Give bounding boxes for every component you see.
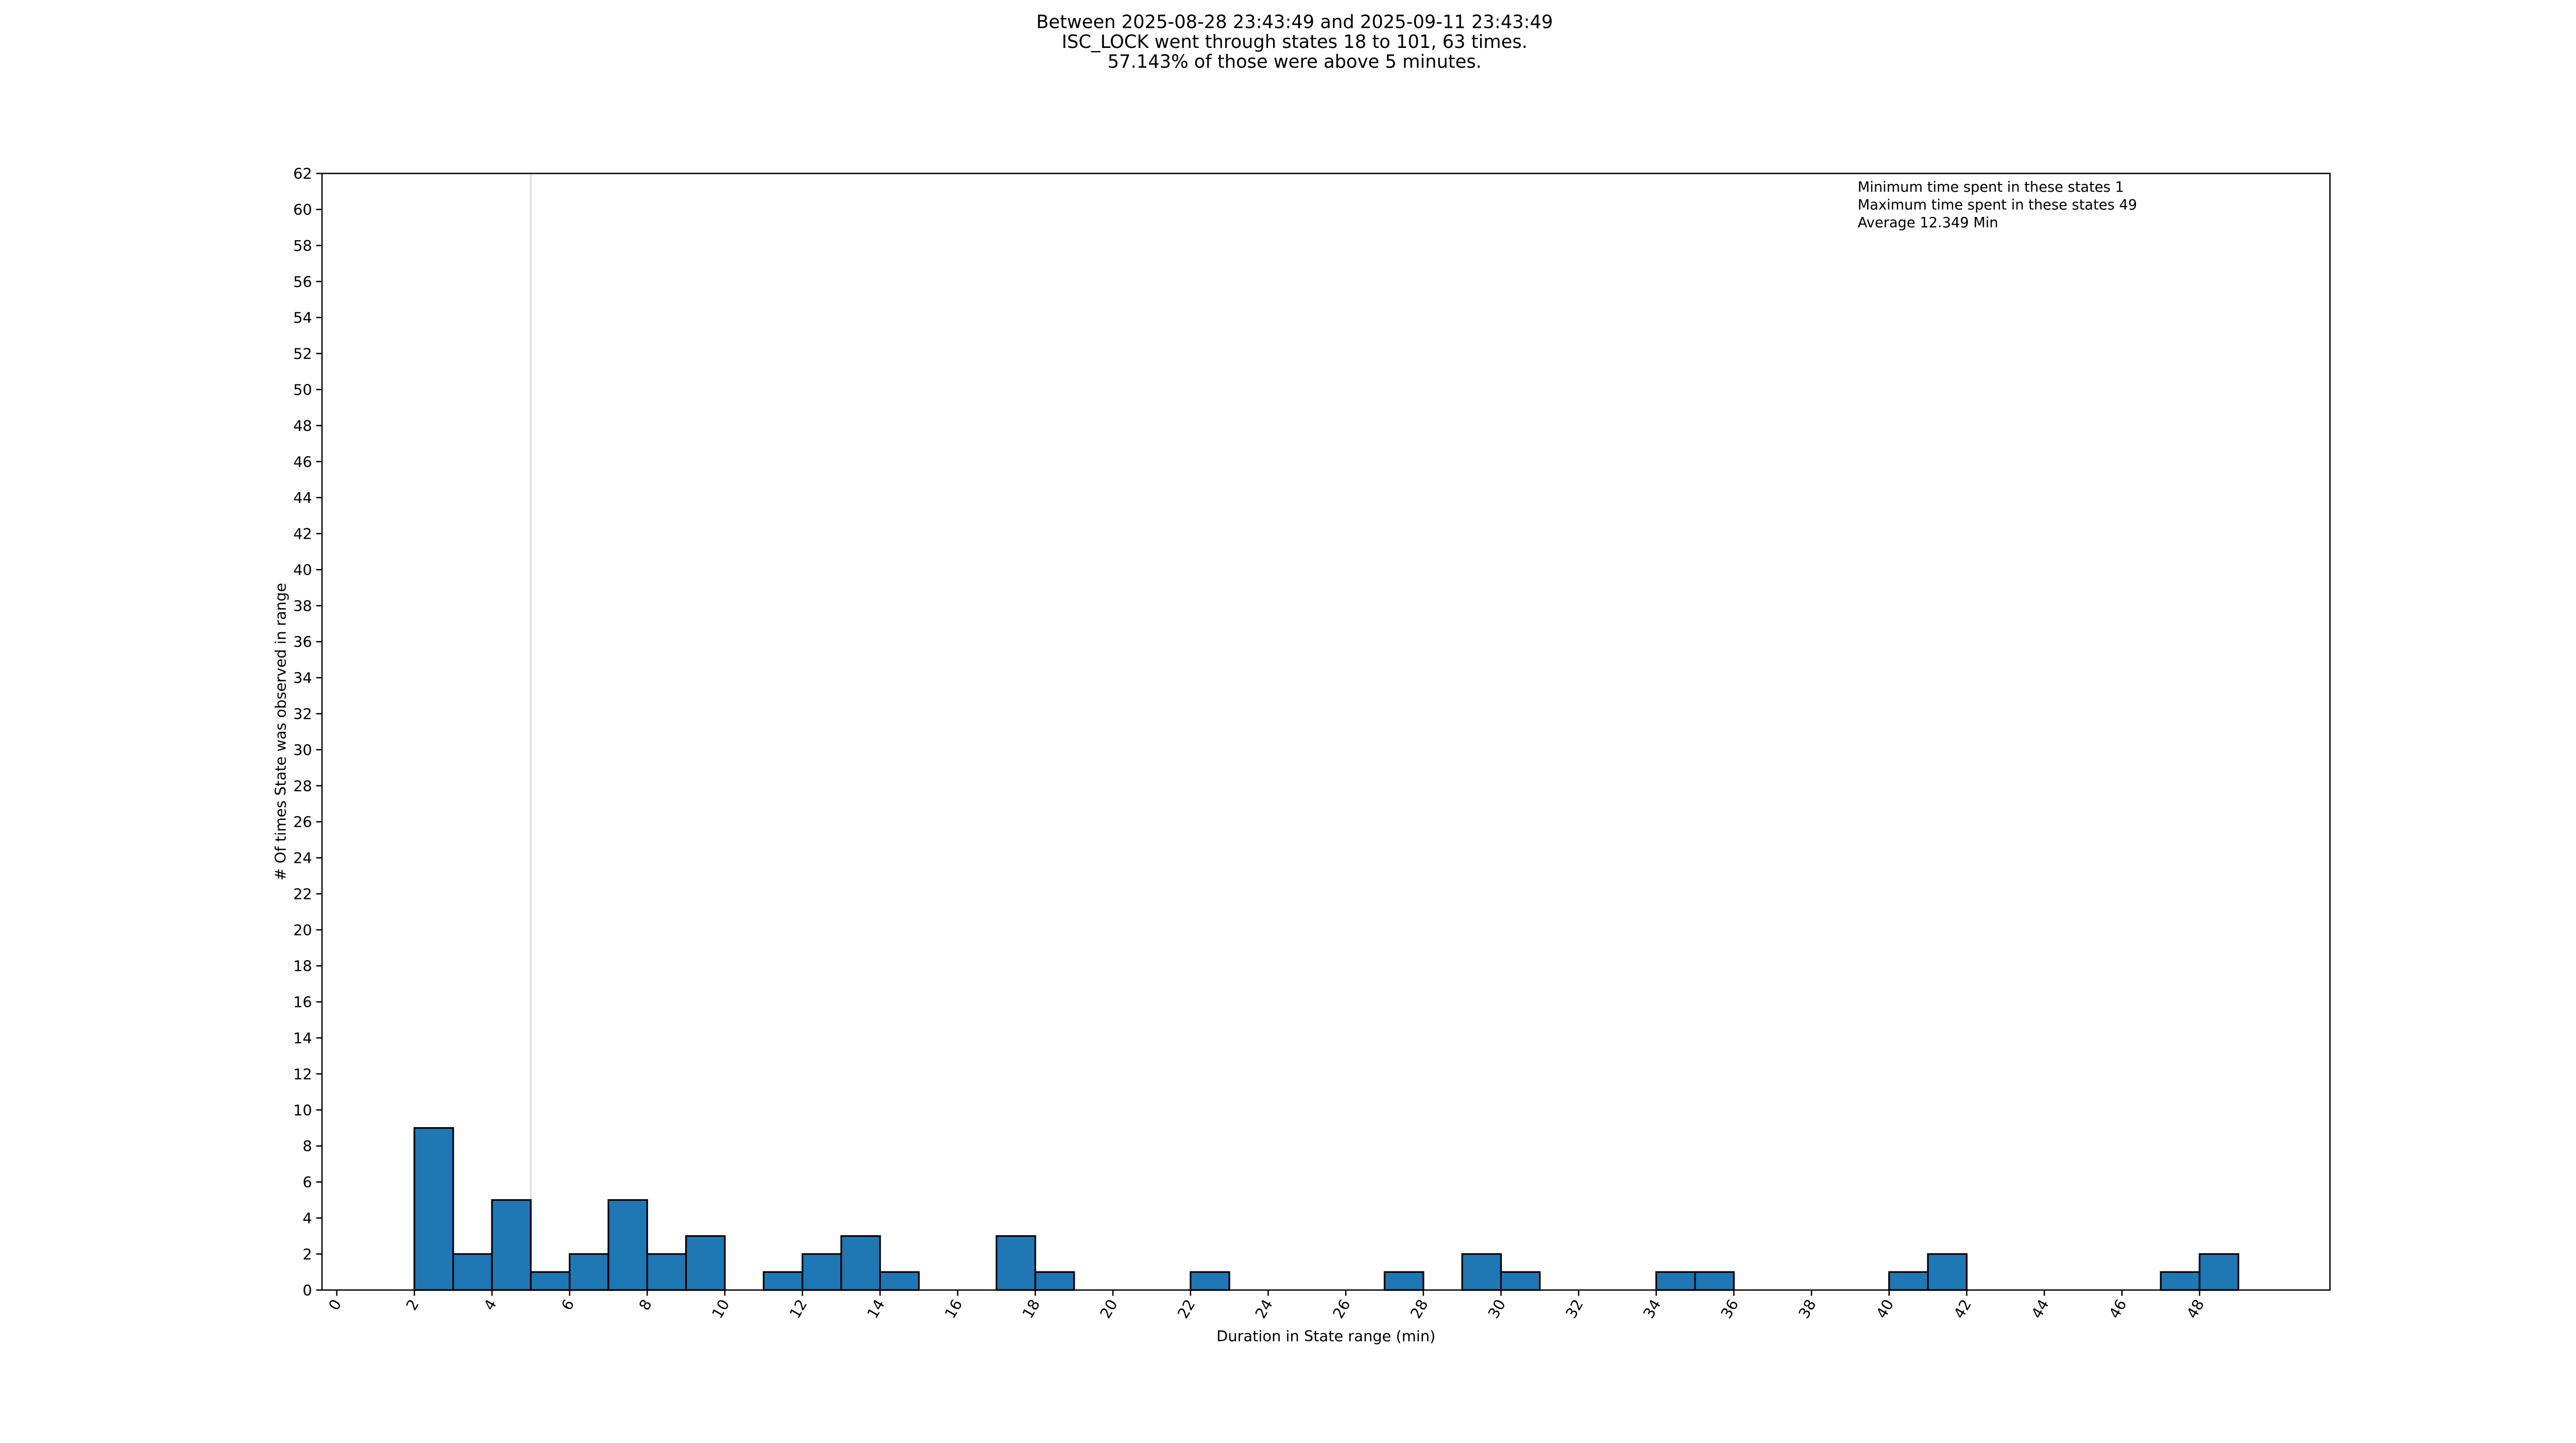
- plot-frame: [321, 173, 2331, 1291]
- y-tick-label: 52: [293, 345, 312, 363]
- y-tick-label: 34: [293, 669, 312, 687]
- bar: [1461, 1253, 1502, 1291]
- y-tick-label: 30: [293, 741, 312, 759]
- bar: [2160, 1271, 2200, 1291]
- annotation: Minimum time spent in these states 1: [1858, 179, 2124, 195]
- y-tick-label: 8: [302, 1137, 312, 1155]
- y-tick-label: 24: [293, 849, 312, 867]
- y-tick-label: 4: [302, 1210, 312, 1227]
- y-tick-label: 0: [302, 1282, 312, 1299]
- bar: [568, 1253, 609, 1291]
- bar: [840, 1235, 881, 1291]
- y-tick-label: 50: [293, 381, 312, 398]
- y-tick-label: 18: [293, 958, 312, 975]
- chart-title: Between 2025-08-28 23:43:49 and 2025-09-…: [1036, 11, 1553, 32]
- bar: [491, 1199, 532, 1291]
- bar: [1383, 1271, 1425, 1291]
- chart-title: ISC_LOCK went through states 18 to 101, …: [1062, 31, 1528, 53]
- annotation: Maximum time spent in these states 49: [1858, 197, 2137, 213]
- bar: [995, 1235, 1037, 1291]
- bar: [530, 1271, 571, 1291]
- bar: [1694, 1271, 1735, 1291]
- y-tick-label: 54: [293, 309, 312, 327]
- y-axis-label: # Of times State was observed in range: [272, 583, 289, 881]
- y-tick-label: 58: [293, 237, 312, 255]
- y-tick-label: 42: [293, 525, 312, 543]
- bar: [801, 1253, 842, 1291]
- y-tick-label: 60: [293, 201, 312, 219]
- y-tick-label: 14: [293, 1030, 312, 1047]
- y-tick-label: 32: [293, 706, 312, 723]
- bar: [646, 1253, 687, 1291]
- bar: [1034, 1271, 1075, 1291]
- x-axis-label: Duration in State range (min): [1216, 1328, 1435, 1345]
- bar: [452, 1253, 493, 1291]
- y-tick-label: 10: [293, 1101, 312, 1119]
- annotation: Average 12.349 Min: [1858, 215, 1998, 231]
- y-tick-label: 2: [302, 1246, 312, 1263]
- chart-title: 57.143% of those were above 5 minutes.: [1108, 51, 1482, 72]
- bar: [2198, 1253, 2240, 1291]
- y-tick-label: 22: [293, 885, 312, 903]
- bar: [607, 1199, 648, 1291]
- y-tick-label: 36: [293, 633, 312, 651]
- bar: [685, 1235, 726, 1291]
- y-tick-label: 46: [293, 453, 312, 471]
- bar: [879, 1271, 920, 1291]
- bar: [413, 1127, 454, 1291]
- y-tick-label: 38: [293, 597, 312, 615]
- plot-area: 0246810121416182022242628303234363840424…: [293, 165, 2331, 1321]
- y-tick-label: 56: [293, 273, 312, 291]
- bar: [1190, 1271, 1230, 1291]
- y-tick-label: 44: [293, 489, 312, 507]
- y-tick-label: 16: [293, 994, 312, 1011]
- y-tick-label: 62: [293, 165, 312, 182]
- y-tick-label: 40: [293, 561, 312, 579]
- y-tick-label: 48: [293, 417, 312, 434]
- y-tick-label: 26: [293, 813, 312, 831]
- bar: [1500, 1271, 1541, 1291]
- bar: [1927, 1253, 1968, 1291]
- y-tick-label: 12: [293, 1065, 312, 1083]
- y-tick-label: 6: [302, 1173, 312, 1191]
- y-tick-label: 28: [293, 777, 312, 795]
- bar: [1655, 1271, 1696, 1291]
- bar: [762, 1271, 804, 1291]
- bar: [1888, 1271, 1929, 1291]
- y-tick-label: 20: [293, 921, 312, 939]
